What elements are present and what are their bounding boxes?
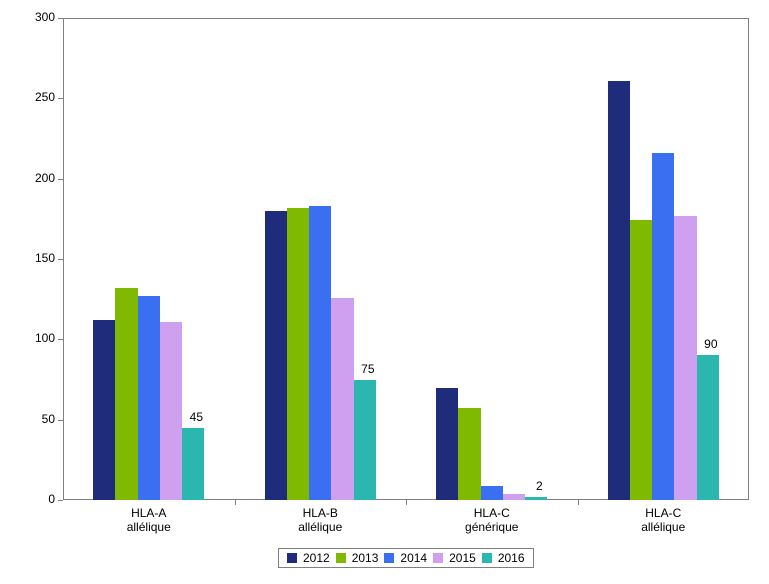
- bar: [481, 486, 503, 500]
- y-tick-label: 250: [15, 90, 55, 104]
- y-tick-label: 200: [15, 171, 55, 185]
- y-tick-mark: [58, 18, 63, 19]
- bar: [331, 298, 353, 500]
- bar: [160, 322, 182, 500]
- x-tick-mark: [578, 500, 579, 505]
- bar: [697, 355, 719, 500]
- x-tick-mark: [235, 500, 236, 505]
- y-tick-label: 150: [15, 251, 55, 265]
- bar: [458, 408, 480, 500]
- legend: 2012 2013 2014 2015 2016: [278, 548, 534, 568]
- bar: [138, 296, 160, 500]
- bar: [608, 81, 630, 500]
- bar: [265, 211, 287, 500]
- bar: [652, 153, 674, 500]
- y-tick-mark: [58, 179, 63, 180]
- y-tick-mark: [58, 500, 63, 501]
- legend-swatch: [384, 553, 394, 563]
- category-label: HLA-C générique: [406, 506, 578, 535]
- category-label: HLA-A allélique: [63, 506, 235, 535]
- y-tick-mark: [58, 98, 63, 99]
- legend-label: 2013: [352, 551, 379, 565]
- y-tick-mark: [58, 339, 63, 340]
- legend-swatch: [336, 553, 346, 563]
- legend-label: 2014: [400, 551, 427, 565]
- legend-label: 2015: [449, 551, 476, 565]
- value-label: 75: [353, 362, 383, 376]
- category-label: HLA-C allélique: [578, 506, 750, 535]
- legend-swatch: [482, 553, 492, 563]
- y-tick-label: 100: [15, 331, 55, 345]
- x-tick-mark: [406, 500, 407, 505]
- bar: [309, 206, 331, 500]
- y-tick-mark: [58, 259, 63, 260]
- value-label: 45: [181, 410, 211, 424]
- category-label: HLA-B allélique: [235, 506, 407, 535]
- y-tick-label: 50: [15, 412, 55, 426]
- bar: [354, 380, 376, 501]
- legend-swatch: [287, 553, 297, 563]
- chart-frame: 0 50 100 150 200 250 300 HLA-A alléliqueHLA-B …: [0, 0, 769, 584]
- bar: [182, 428, 204, 500]
- y-tick-label: 300: [15, 10, 55, 24]
- y-tick-label: 0: [15, 492, 55, 506]
- legend-swatch: [433, 553, 443, 563]
- bar: [525, 497, 547, 500]
- y-tick-mark: [58, 420, 63, 421]
- bar: [503, 494, 525, 500]
- bar: [287, 208, 309, 500]
- value-label: 2: [524, 479, 554, 493]
- legend-label: 2012: [303, 551, 330, 565]
- bar: [93, 320, 115, 500]
- legend-label: 2016: [498, 551, 525, 565]
- value-label: 90: [696, 337, 726, 351]
- bar: [674, 216, 696, 500]
- bar: [115, 288, 137, 500]
- bar: [630, 220, 652, 500]
- bar: [436, 388, 458, 500]
